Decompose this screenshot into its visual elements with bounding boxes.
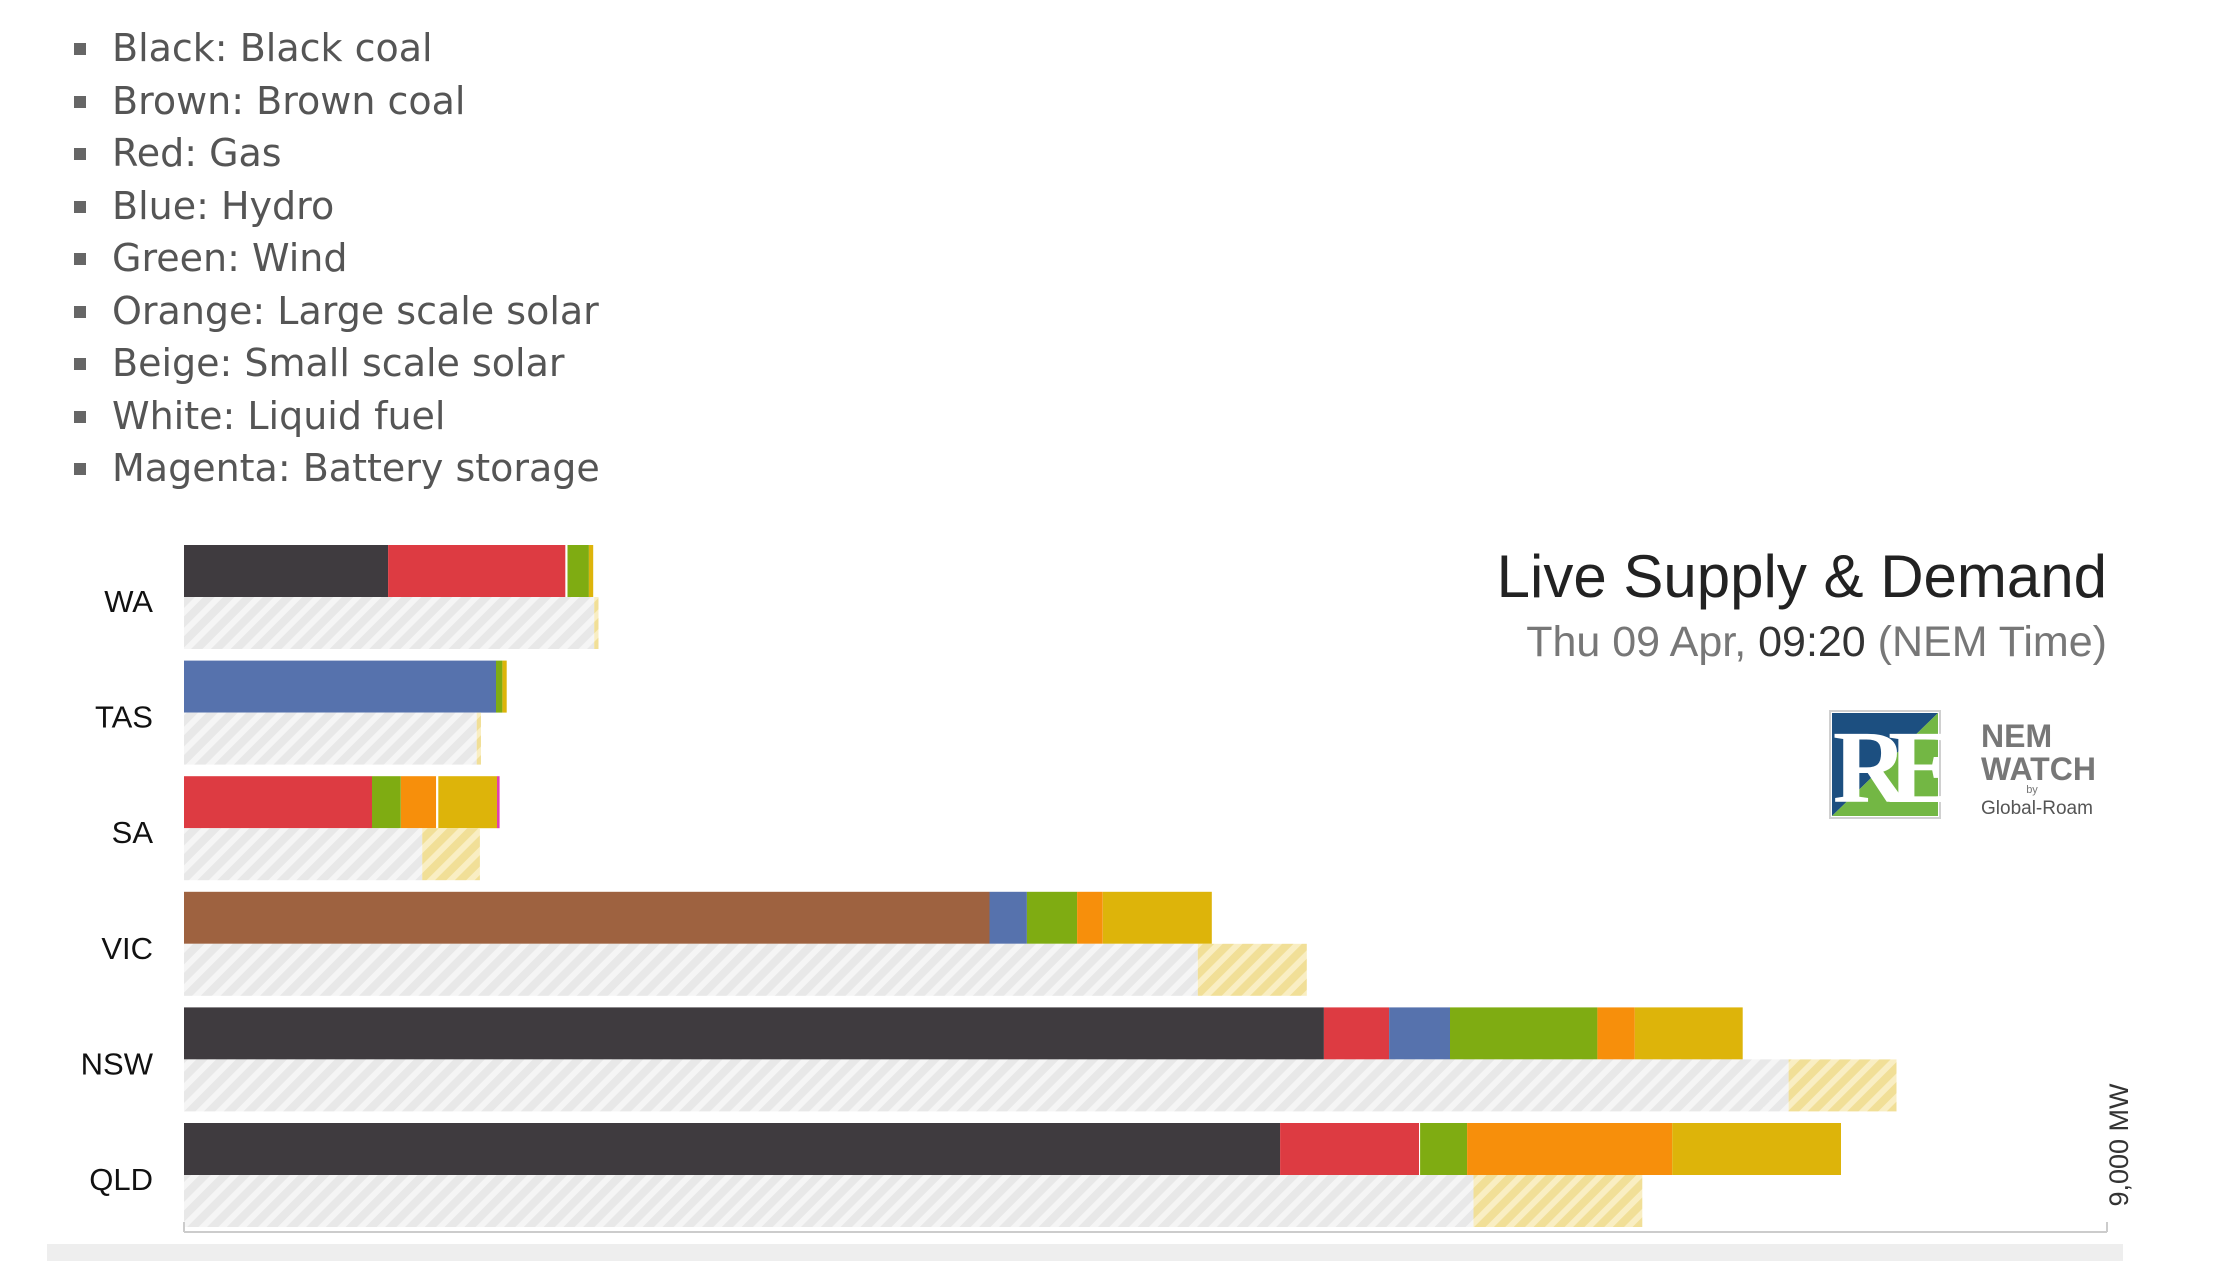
supply-bar-nsw-large-scale-solar [1597,1007,1635,1060]
category-label-qld: QLD [89,1162,153,1197]
category-label-vic: VIC [101,931,153,966]
supply-bar-nsw-wind [1450,1007,1598,1060]
supply-bar-qld-small-scale-solar [1672,1123,1841,1175]
category-label-wa: WA [104,584,153,619]
supply-bar-nsw-gas [1323,1007,1390,1060]
legend-label: Magenta: Battery storage [112,446,600,490]
scale-label: 9,000 MW [2104,1083,2134,1207]
supply-bar-wa-wind [567,545,589,597]
demand-rooftop-bar-vic [1197,943,1307,996]
bullet-icon [74,43,86,55]
legend-item: Orange: Large scale solar [70,285,600,338]
legend-item: Beige: Small scale solar [70,337,600,390]
legend-label: Brown: Brown coal [112,78,466,123]
legend-label: Beige: Small scale solar [112,341,565,385]
demand-bar-sa [184,828,423,881]
demand-rooftop-bar-sa [422,828,480,881]
supply-bar-wa-small-scale-solar [588,545,594,597]
bullet-icon [74,253,86,265]
bullet-icon [74,305,86,318]
bullet-icon [74,463,86,475]
supply-bar-vic-hydro [989,891,1027,944]
nemwatch-logo[interactable]: NEM WATCH by Global-Roam [1981,718,2096,819]
timezone-text: (NEM Time) [1866,618,2107,666]
supply-bar-sa-small-scale-solar [438,776,498,829]
demand-bar-wa [184,597,595,649]
timestamp: Thu 09 Apr, 09:20 (NEM Time) [1526,618,2107,666]
supply-bar-sa-gas [184,776,372,829]
legend-item: Black: Black coal [70,22,600,75]
supply-bar-sa-battery-storage [497,776,500,829]
category-labels: WA TAS SA VIC NSW QLD [81,584,154,1197]
supply-bar-tas-small-scale-solar [502,660,507,713]
supply-bar-sa-liquid-fuel [436,776,439,829]
demand-bar-qld [184,1175,1474,1227]
bullet-icon [74,200,86,213]
nemwatch-by: by [2026,784,2038,796]
demand-bar-tas [184,712,477,765]
category-label-nsw: NSW [81,1046,154,1081]
bottom-band [47,1244,2123,1261]
supply-bar-qld-liquid-fuel [1419,1123,1421,1175]
legend-label: White: Liquid fuel [112,393,446,438]
re-logo-letters: RE [1833,710,1953,825]
supply-bar-tas-wind [496,660,503,713]
time-text: 09:20 [1758,618,1866,666]
legend-item: Magenta: Battery storage [70,442,600,495]
supply-bar-qld-wind [1420,1123,1468,1175]
supply-bar-wa-black-coal [184,545,389,597]
legend-item: Blue: Hydro [70,180,600,233]
legend: Black: Black coal Brown: Brown coal Red:… [70,22,600,495]
demand-bar-vic [184,943,1198,996]
nemwatch-line1: NEM [1981,718,2052,754]
supply-bar-tas-hydro [184,660,496,713]
legend-label: Orange: Large scale solar [112,288,599,333]
bullet-icon [74,148,86,160]
bullet-icon [74,410,86,423]
bullet-icon [74,95,86,108]
chart-title: Live Supply & Demand [1497,543,2107,610]
category-label-sa: SA [112,815,154,850]
legend-label: Green: Wind [112,236,348,280]
supply-bar-sa-large-scale-solar [400,776,437,829]
supply-bar-nsw-black-coal [184,1007,1324,1060]
re-logo[interactable]: RE [1829,710,1973,825]
bars-layer [184,545,1897,1227]
supply-bar-sa-wind [372,776,401,829]
nemwatch-line2: WATCH [1981,751,2096,787]
legend-label: Red: Gas [112,131,282,175]
legend-label: Black: Black coal [112,26,433,70]
supply-bar-vic-wind [1026,891,1078,944]
supply-bar-wa-liquid-fuel [565,545,568,597]
supply-bar-nsw-small-scale-solar [1634,1007,1743,1060]
supply-bar-qld-black-coal [184,1123,1281,1175]
date-text: Thu 09 Apr, [1526,618,1758,666]
bullet-icon [74,358,86,370]
demand-rooftop-bar-nsw [1788,1059,1897,1112]
legend-item: Red: Gas [70,127,600,180]
supply-bar-qld-gas [1280,1123,1419,1175]
demand-rooftop-bar-wa [594,597,599,649]
supply-bar-qld-large-scale-solar [1467,1123,1673,1175]
demand-rooftop-bar-tas [476,712,481,765]
nemwatch-company: Global-Roam [1981,798,2093,819]
re-logo-green [1832,713,1938,816]
category-label-tas: TAS [95,700,153,735]
legend-label: Blue: Hydro [112,183,335,228]
demand-rooftop-bar-qld [1473,1175,1643,1227]
supply-bar-nsw-hydro [1389,1007,1450,1060]
legend-item: Green: Wind [70,232,600,285]
supply-bar-vic-large-scale-solar [1077,891,1103,944]
legend-item: White: Liquid fuel [70,390,600,443]
demand-bar-nsw [184,1059,1789,1112]
supply-bar-vic-small-scale-solar [1102,891,1212,944]
supply-bar-wa-gas [388,545,566,597]
supply-bar-vic-brown-coal [184,891,990,944]
legend-item: Brown: Brown coal [70,75,600,128]
